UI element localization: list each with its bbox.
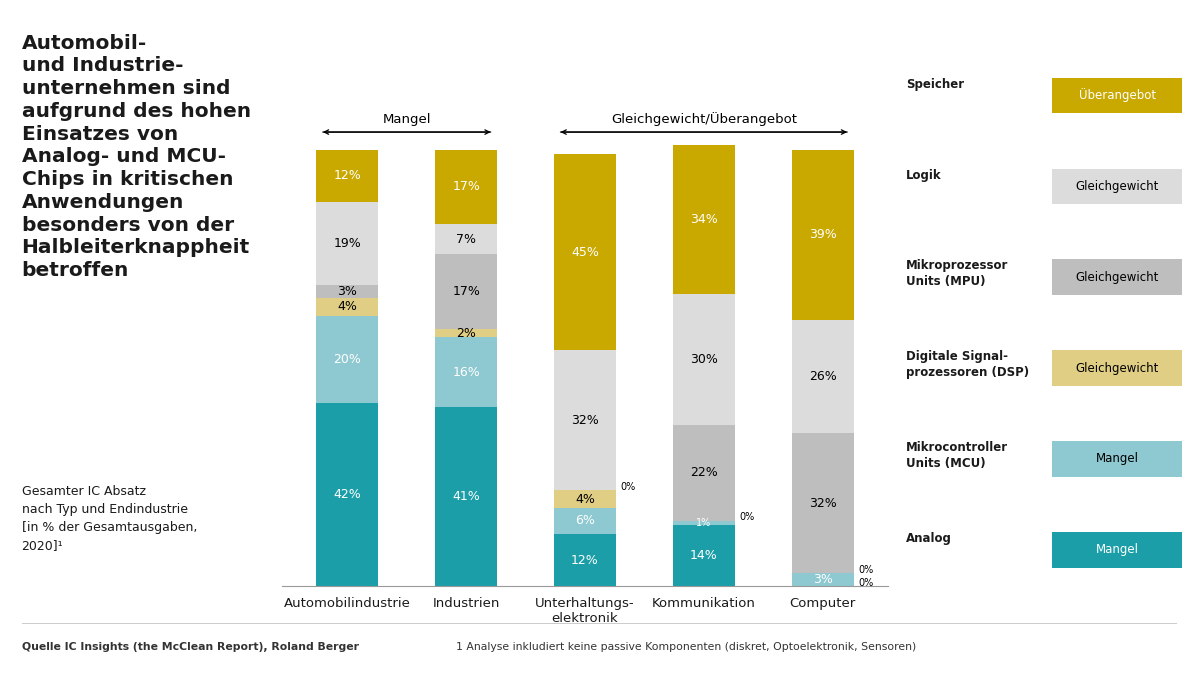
Text: 0%: 0%: [620, 482, 636, 492]
Bar: [792, 150, 853, 320]
Text: 2%: 2%: [456, 326, 476, 340]
Text: 42%: 42%: [334, 488, 361, 501]
Bar: [436, 224, 497, 254]
Text: 26%: 26%: [809, 370, 836, 384]
Bar: [436, 254, 497, 329]
Bar: [436, 329, 497, 338]
Bar: [792, 320, 853, 433]
Text: 41%: 41%: [452, 490, 480, 503]
Bar: [554, 350, 616, 490]
Bar: [554, 490, 616, 508]
Text: Automobil-
und Industrie-
unternehmen sind
aufgrund des hohen
Einsatzes von
Anal: Automobil- und Industrie- unternehmen si…: [22, 34, 251, 280]
Bar: [317, 150, 378, 202]
Bar: [436, 338, 497, 407]
Text: 45%: 45%: [571, 246, 599, 259]
Text: 7%: 7%: [456, 233, 476, 245]
Text: 4%: 4%: [575, 493, 595, 506]
Text: 12%: 12%: [334, 169, 361, 182]
Bar: [673, 425, 734, 521]
Bar: [436, 150, 497, 224]
Text: Gleichgewicht: Gleichgewicht: [1075, 270, 1159, 284]
Bar: [673, 294, 734, 425]
Text: 22%: 22%: [690, 466, 718, 479]
Text: Logik: Logik: [906, 168, 942, 181]
Bar: [317, 202, 378, 285]
Bar: [673, 145, 734, 294]
Text: Speicher: Speicher: [906, 78, 964, 90]
Text: Gesamter IC Absatz
nach Typ und Endindustrie
[in % der Gesamtausgaben,
2020]¹: Gesamter IC Absatz nach Typ und Endindus…: [22, 485, 197, 552]
Text: Mangel: Mangel: [1096, 543, 1139, 557]
Text: 0%: 0%: [858, 578, 874, 588]
Text: 12%: 12%: [571, 553, 599, 567]
Text: 17%: 17%: [452, 180, 480, 193]
Bar: [317, 285, 378, 298]
Text: Mangel: Mangel: [383, 113, 431, 125]
Text: 34%: 34%: [690, 213, 718, 226]
Text: Digitale Signal-
prozessoren (DSP): Digitale Signal- prozessoren (DSP): [906, 350, 1030, 379]
Text: 32%: 32%: [571, 414, 599, 427]
Text: 14%: 14%: [690, 549, 718, 562]
Bar: [554, 154, 616, 350]
Bar: [792, 574, 853, 586]
Text: Mikrocontroller
Units (MCU): Mikrocontroller Units (MCU): [906, 441, 1008, 470]
Text: 3%: 3%: [337, 285, 358, 298]
Text: 20%: 20%: [334, 353, 361, 366]
Text: 0%: 0%: [739, 512, 755, 522]
Text: Gleichgewicht/Überangebot: Gleichgewicht/Überangebot: [611, 111, 797, 125]
Text: Überangebot: Überangebot: [1079, 88, 1156, 102]
Bar: [317, 315, 378, 403]
Text: Gleichgewicht: Gleichgewicht: [1075, 179, 1159, 193]
Bar: [673, 525, 734, 586]
Text: 30%: 30%: [690, 353, 718, 366]
Bar: [317, 403, 378, 586]
Bar: [554, 508, 616, 534]
Bar: [436, 407, 497, 586]
Bar: [673, 521, 734, 525]
Text: Quelle IC Insights (the McClean Report), Roland Berger: Quelle IC Insights (the McClean Report),…: [22, 642, 359, 652]
Bar: [792, 433, 853, 574]
Text: 1 Analyse inkludiert keine passive Komponenten (diskret, Optoelektronik, Sensore: 1 Analyse inkludiert keine passive Kompo…: [456, 642, 917, 652]
Text: 6%: 6%: [575, 514, 595, 527]
Text: Mangel: Mangel: [1096, 452, 1139, 466]
Text: 19%: 19%: [334, 237, 361, 250]
Text: Analog: Analog: [906, 532, 952, 545]
Text: 1%: 1%: [696, 518, 712, 528]
Text: Mikroprozessor
Units (MPU): Mikroprozessor Units (MPU): [906, 259, 1008, 288]
Text: 17%: 17%: [452, 285, 480, 298]
Text: 4%: 4%: [337, 301, 358, 313]
Text: 0%: 0%: [858, 565, 874, 575]
Text: Gleichgewicht: Gleichgewicht: [1075, 361, 1159, 375]
Text: 32%: 32%: [809, 497, 836, 510]
Bar: [554, 534, 616, 586]
Bar: [317, 298, 378, 315]
Text: 39%: 39%: [809, 228, 836, 241]
Text: 16%: 16%: [452, 366, 480, 379]
Text: 3%: 3%: [812, 574, 833, 586]
